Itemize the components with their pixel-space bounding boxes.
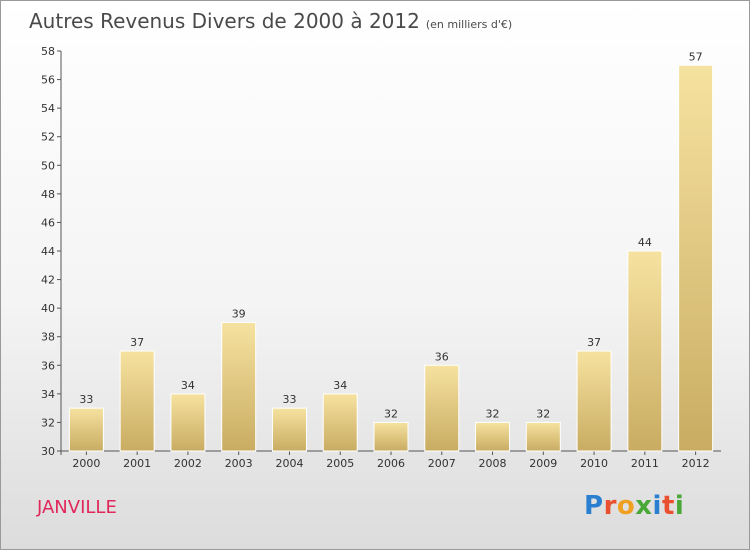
x-tick-label: 2005 bbox=[326, 457, 354, 470]
proxiti-logo[interactable]: Proxiti bbox=[584, 491, 684, 521]
bar-value-label: 33 bbox=[79, 393, 93, 406]
bar-value-label: 32 bbox=[384, 407, 398, 420]
x-tick-label: 2010 bbox=[580, 457, 608, 470]
y-tick-label: 50 bbox=[41, 159, 55, 172]
chart-title: Autres Revenus Divers de 2000 à 2012 (en … bbox=[29, 9, 512, 33]
x-tick-label: 2004 bbox=[275, 457, 303, 470]
bar[interactable] bbox=[627, 250, 663, 452]
x-tick-label: 2001 bbox=[123, 457, 151, 470]
bar-value-label: 44 bbox=[638, 236, 652, 249]
x-tick-label: 2008 bbox=[479, 457, 507, 470]
bar[interactable] bbox=[576, 350, 612, 452]
logo-letter: i bbox=[652, 491, 662, 521]
bar[interactable] bbox=[221, 321, 257, 452]
bar-value-label: 37 bbox=[130, 336, 144, 349]
bar-value-label: 57 bbox=[689, 50, 703, 63]
y-tick-label: 54 bbox=[41, 102, 55, 115]
x-tick-label: 2003 bbox=[225, 457, 253, 470]
bar[interactable] bbox=[271, 407, 307, 452]
bar[interactable] bbox=[170, 393, 206, 452]
bar-value-label: 33 bbox=[282, 393, 296, 406]
y-tick-label: 58 bbox=[41, 45, 55, 58]
y-tick-label: 36 bbox=[41, 359, 55, 372]
logo-letter: P bbox=[584, 491, 604, 521]
y-tick-label: 38 bbox=[41, 331, 55, 344]
bar-value-label: 39 bbox=[232, 307, 246, 320]
x-tick-label: 2002 bbox=[174, 457, 202, 470]
bar[interactable] bbox=[475, 421, 511, 452]
bar-value-label: 34 bbox=[333, 379, 347, 392]
logo-letter: x bbox=[635, 491, 653, 521]
x-tick-label: 2012 bbox=[682, 457, 710, 470]
x-tick-label: 2007 bbox=[428, 457, 456, 470]
chart-title-text: Autres Revenus Divers de 2000 à 2012 bbox=[29, 9, 420, 33]
y-tick-label: 34 bbox=[41, 388, 55, 401]
y-tick-label: 30 bbox=[41, 445, 55, 458]
bar[interactable] bbox=[678, 64, 714, 452]
bar[interactable] bbox=[424, 364, 460, 452]
logo-letter: t bbox=[661, 491, 675, 521]
chart-unit: (en milliers d'€) bbox=[425, 18, 513, 31]
bar-value-label: 32 bbox=[486, 407, 500, 420]
x-tick-label: 2009 bbox=[529, 457, 557, 470]
location-name: JANVILLE bbox=[37, 497, 117, 518]
bar[interactable] bbox=[525, 421, 561, 452]
bar[interactable] bbox=[373, 421, 409, 452]
y-tick-label: 44 bbox=[41, 245, 55, 258]
y-tick-label: 32 bbox=[41, 416, 55, 429]
bar-value-label: 34 bbox=[181, 379, 195, 392]
y-tick-label: 40 bbox=[41, 302, 55, 315]
y-tick-label: 56 bbox=[41, 74, 55, 87]
x-tick-label: 2006 bbox=[377, 457, 405, 470]
x-tick-label: 2000 bbox=[72, 457, 100, 470]
bar-value-label: 32 bbox=[536, 407, 550, 420]
bar[interactable] bbox=[119, 350, 155, 452]
y-tick-label: 46 bbox=[41, 216, 55, 229]
bar[interactable] bbox=[68, 407, 104, 452]
y-tick-label: 42 bbox=[41, 274, 55, 287]
logo-letter: r bbox=[603, 491, 617, 521]
y-tick-label: 48 bbox=[41, 188, 55, 201]
logo-letter: i bbox=[674, 491, 685, 521]
x-tick-label: 2011 bbox=[631, 457, 659, 470]
bar-value-label: 37 bbox=[587, 336, 601, 349]
bar-value-label: 36 bbox=[435, 350, 449, 363]
y-tick-label: 52 bbox=[41, 131, 55, 144]
logo-letter: o bbox=[616, 491, 636, 521]
bar[interactable] bbox=[322, 393, 358, 452]
